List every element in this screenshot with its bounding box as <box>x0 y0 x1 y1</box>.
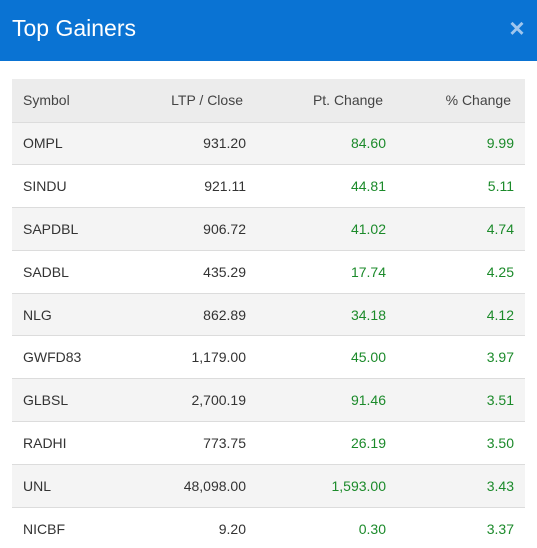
pt-change-cell: 41.02 <box>246 207 386 251</box>
table-row[interactable]: GWFD83 1,179.00 45.00 3.97 <box>12 335 525 380</box>
ltp-cell: 435.29 <box>124 250 246 294</box>
pct-change-cell: 3.97 <box>386 335 525 380</box>
column-header-ltp-close[interactable]: LTP / Close <box>124 79 246 123</box>
pt-change-cell: 17.74 <box>246 250 386 294</box>
column-header-symbol[interactable]: Symbol <box>12 79 124 123</box>
pt-change-cell: 91.46 <box>246 378 386 423</box>
ltp-cell: 1,179.00 <box>124 335 246 380</box>
symbol-cell: NICBF <box>12 507 124 548</box>
symbol-cell: RADHI <box>12 421 124 465</box>
pt-change-cell: 1,593.00 <box>246 464 386 508</box>
table-row[interactable]: UNL 48,098.00 1,593.00 3.43 <box>12 464 525 508</box>
pct-change-cell: 3.50 <box>386 421 525 465</box>
symbol-cell: NLG <box>12 293 124 337</box>
table-row[interactable]: NICBF 9.20 0.30 3.37 <box>12 507 525 548</box>
modal-header: Top Gainers × <box>0 0 537 61</box>
top-gainers-table: Symbol LTP / Close Pt. Change % Change O… <box>12 79 525 548</box>
pct-change-cell: 5.11 <box>386 164 525 209</box>
ltp-cell: 931.20 <box>124 122 246 166</box>
table-row[interactable]: GLBSL 2,700.19 91.46 3.51 <box>12 378 525 423</box>
ltp-cell: 921.11 <box>124 164 246 209</box>
table-row[interactable]: SAPDBL 906.72 41.02 4.74 <box>12 207 525 251</box>
pt-change-cell: 34.18 <box>246 293 386 337</box>
pct-change-cell: 4.12 <box>386 293 525 337</box>
pct-change-cell: 4.74 <box>386 207 525 251</box>
ltp-cell: 906.72 <box>124 207 246 251</box>
table-row[interactable]: NLG 862.89 34.18 4.12 <box>12 293 525 337</box>
symbol-cell: OMPL <box>12 122 124 166</box>
pt-change-cell: 0.30 <box>246 507 386 548</box>
ltp-cell: 9.20 <box>124 507 246 548</box>
pct-change-cell: 4.25 <box>386 250 525 294</box>
pt-change-cell: 44.81 <box>246 164 386 209</box>
pt-change-cell: 84.60 <box>246 122 386 166</box>
ltp-cell: 773.75 <box>124 421 246 465</box>
column-header-pct-change[interactable]: % Change <box>386 79 525 123</box>
pct-change-cell: 3.43 <box>386 464 525 508</box>
column-header-pt-change[interactable]: Pt. Change <box>246 79 386 123</box>
ltp-cell: 2,700.19 <box>124 378 246 423</box>
symbol-cell: SADBL <box>12 250 124 294</box>
ltp-cell: 48,098.00 <box>124 464 246 508</box>
pt-change-cell: 45.00 <box>246 335 386 380</box>
close-icon[interactable]: × <box>509 13 525 43</box>
symbol-cell: GWFD83 <box>12 335 124 380</box>
table-row[interactable]: SINDU 921.11 44.81 5.11 <box>12 164 525 209</box>
pct-change-cell: 9.99 <box>386 122 525 166</box>
modal-title: Top Gainers <box>12 15 137 41</box>
table-row[interactable]: OMPL 931.20 84.60 9.99 <box>12 122 525 166</box>
table-header-row: Symbol LTP / Close Pt. Change % Change <box>12 79 525 123</box>
table-row[interactable]: RADHI 773.75 26.19 3.50 <box>12 421 525 465</box>
symbol-cell: GLBSL <box>12 378 124 423</box>
ltp-cell: 862.89 <box>124 293 246 337</box>
table-row[interactable]: SADBL 435.29 17.74 4.25 <box>12 250 525 294</box>
symbol-cell: UNL <box>12 464 124 508</box>
pt-change-cell: 26.19 <box>246 421 386 465</box>
pct-change-cell: 3.51 <box>386 378 525 423</box>
symbol-cell: SAPDBL <box>12 207 124 251</box>
pct-change-cell: 3.37 <box>386 507 525 548</box>
symbol-cell: SINDU <box>12 164 124 209</box>
